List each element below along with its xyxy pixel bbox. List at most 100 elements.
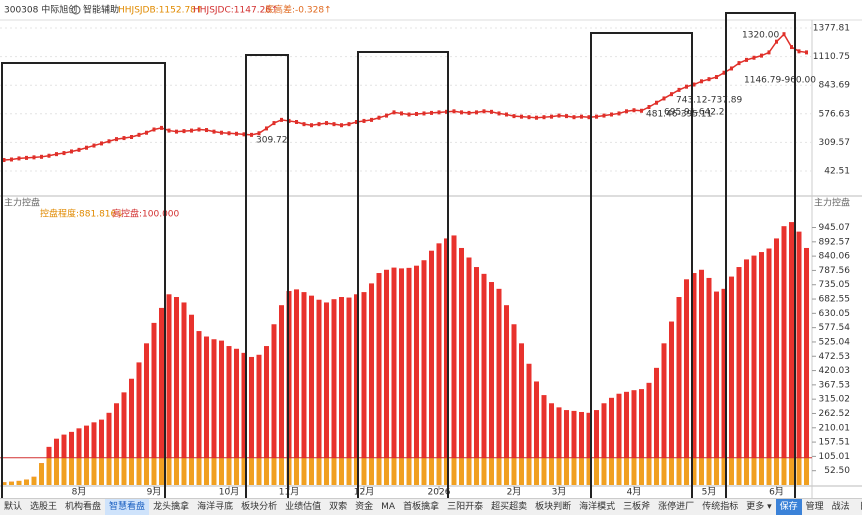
- bar-upper: [729, 276, 734, 485]
- tab[interactable]: 机构看盘: [65, 502, 102, 512]
- bar-lower: [654, 457, 659, 485]
- bar-lower: [61, 457, 67, 485]
- bar-upper: [534, 381, 539, 485]
- tab[interactable]: 首板擒拿: [403, 502, 440, 512]
- bar-lower: [369, 457, 374, 485]
- x-tick-label: 3月: [552, 487, 567, 498]
- tab[interactable]: 管理: [805, 502, 824, 512]
- tab[interactable]: 资金: [355, 502, 374, 512]
- price-point: [392, 110, 396, 115]
- assist-icon: [71, 5, 81, 15]
- y-tick-label: 843.69: [819, 81, 851, 91]
- y-tick-label: 525.04: [819, 337, 851, 347]
- bar-lower: [729, 457, 734, 485]
- y-tick-label: 42.51: [824, 167, 850, 177]
- y-tick-label: 577.54: [819, 323, 851, 333]
- tab[interactable]: 三阳开泰: [447, 502, 484, 512]
- bar-upper: [684, 279, 689, 485]
- price-point: [715, 75, 718, 80]
- bar-lower: [706, 457, 712, 485]
- bar-lower: [31, 476, 37, 485]
- price-point: [512, 114, 516, 119]
- price-point: [632, 108, 636, 113]
- x-tick-label: 10月: [219, 487, 239, 498]
- bar-upper: [339, 297, 344, 485]
- price-point: [377, 115, 381, 120]
- price-point: [152, 127, 156, 132]
- bar-upper: [564, 410, 569, 485]
- price-point: [452, 109, 456, 114]
- tab[interactable]: 选股王: [30, 502, 58, 512]
- price-point: [227, 131, 231, 136]
- price-point: [355, 120, 358, 125]
- price-point: [557, 113, 561, 118]
- bar-lower: [646, 457, 652, 485]
- bar-upper: [384, 269, 389, 485]
- bar-upper: [759, 252, 764, 485]
- bar-lower: [601, 457, 607, 485]
- tab[interactable]: 业绩估值: [285, 502, 322, 512]
- y-tick-label: 262.52: [819, 409, 851, 419]
- price-point: [782, 32, 786, 37]
- tab[interactable]: 智慧看盘: [105, 499, 150, 515]
- tab[interactable]: 海洋寻底: [197, 502, 234, 512]
- tab[interactable]: 板块分析: [241, 502, 278, 512]
- stock-title: 300308 中际旭创: [4, 4, 77, 16]
- tab[interactable]: 更多 ▾: [746, 502, 772, 512]
- bar-upper: [354, 294, 359, 485]
- bar-upper: [256, 354, 262, 485]
- tab[interactable]: 板块判断: [535, 502, 572, 512]
- bar-lower: [294, 457, 299, 485]
- user-box: [590, 32, 693, 498]
- x-tick-label: 12月: [354, 487, 374, 498]
- tab[interactable]: 龙头擒拿: [153, 502, 190, 512]
- bar-lower: [721, 457, 727, 485]
- tab[interactable]: 传统指标: [702, 502, 739, 512]
- tab[interactable]: 双索: [329, 502, 348, 512]
- bar-lower: [466, 457, 472, 485]
- bar-upper: [421, 260, 427, 485]
- price-point: [190, 128, 193, 133]
- tab[interactable]: 默认: [4, 502, 23, 512]
- price-point: [437, 110, 441, 115]
- bar-upper: [541, 395, 547, 485]
- price-point: [797, 49, 801, 54]
- price-point: [767, 50, 771, 55]
- price-point: [347, 122, 351, 127]
- price-point: [332, 122, 336, 127]
- bar-lower: [24, 479, 29, 485]
- x-tick-label: 9月: [147, 487, 162, 498]
- y-tick-label: 840.06: [819, 252, 851, 262]
- tab[interactable]: 保存: [775, 499, 802, 515]
- price-point: [137, 132, 141, 137]
- bar-upper: [646, 382, 652, 485]
- bar-lower: [714, 457, 719, 485]
- price-point: [475, 110, 478, 115]
- bar-lower: [39, 463, 44, 485]
- period[interactable]: 日线: [854, 499, 862, 515]
- bar-lower: [489, 457, 494, 485]
- bar-lower: [189, 457, 194, 485]
- tab[interactable]: 三板斧: [623, 502, 651, 512]
- price-point: [70, 149, 73, 154]
- tab[interactable]: 超买超卖: [491, 502, 528, 512]
- tab[interactable]: 海洋模式: [579, 502, 616, 512]
- price-point: [272, 121, 276, 126]
- bar-upper: [781, 226, 787, 485]
- price-point: [10, 157, 13, 162]
- y-tick-label: 315.02: [819, 395, 851, 405]
- bar-upper: [609, 397, 614, 485]
- price-point: [640, 108, 643, 113]
- bar-lower: [624, 457, 629, 485]
- bar-upper: [466, 257, 472, 485]
- bar-upper: [481, 273, 487, 485]
- price-point: [572, 115, 576, 120]
- bar-upper: [721, 288, 727, 485]
- tab[interactable]: 战法: [831, 502, 850, 512]
- tab[interactable]: 涨停进厂: [658, 502, 695, 512]
- assist-label[interactable]: 智能辅助: [83, 4, 119, 16]
- bar-upper: [249, 356, 254, 485]
- price-point: [400, 111, 403, 116]
- tab[interactable]: MA: [381, 502, 396, 512]
- bar-lower: [204, 457, 209, 485]
